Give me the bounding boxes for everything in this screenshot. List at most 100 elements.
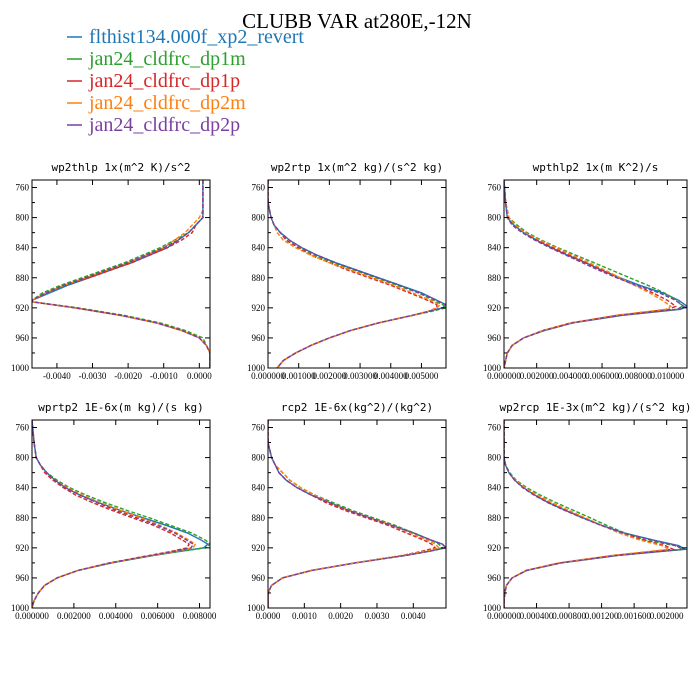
series-line xyxy=(268,420,446,608)
legend-label: jan24_cldfrc_dp1m xyxy=(88,48,246,70)
x-tick-label: 0.003000 xyxy=(343,371,377,381)
x-tick-label: 0.0030 xyxy=(365,611,390,621)
panel: wp2rcp 1E-3x(m^2 kg)/(s^2 kg) 760 800 840 88… xyxy=(483,401,692,621)
y-tick-label: 760 xyxy=(16,183,30,193)
series-line xyxy=(32,180,210,368)
panels: wp2thlp 1x(m^2 K)/s^2 760 800 840 880 920 960 1… xyxy=(11,161,692,621)
y-tick-label: 760 xyxy=(252,423,266,433)
series-group xyxy=(504,180,687,368)
series-line xyxy=(268,420,441,608)
series-line xyxy=(32,180,210,368)
x-tick-label: 0.001000 xyxy=(282,371,316,381)
x-tick-label: 0.0020 xyxy=(328,611,353,621)
plot-frame xyxy=(503,419,688,609)
y-tick-label: 920 xyxy=(488,543,502,553)
panel: wprtp2 1E-6x(m kg)/(s kg) 760 800 840 880 920… xyxy=(11,401,217,621)
y-tick-label: 800 xyxy=(252,213,266,223)
series-group xyxy=(268,180,446,368)
x-tick-label: 0.006000 xyxy=(585,371,619,381)
panel: wp2thlp 1x(m^2 K)/s^2 760 800 840 880 920 960 1… xyxy=(11,161,212,381)
x-tick-label: 0.000000 xyxy=(251,371,285,381)
x-tick-label: 0.000400 xyxy=(520,611,554,621)
plot-frame xyxy=(31,419,211,609)
y-tick-label: 800 xyxy=(16,213,30,223)
x-tick-label: 0.002000 xyxy=(520,371,554,381)
y-tick-label: 840 xyxy=(488,483,502,493)
x-tick-label: 0.000800 xyxy=(552,611,586,621)
series-line xyxy=(504,420,676,608)
y-tick-label: 880 xyxy=(488,273,502,283)
x-tick-label: 0.010000 xyxy=(651,371,685,381)
series-group xyxy=(32,420,210,608)
y-tick-label: 920 xyxy=(16,543,30,553)
legend-label: flthist134.000f_xp2_revert xyxy=(89,26,304,48)
series-line xyxy=(504,180,684,368)
y-tick-label: 840 xyxy=(252,483,266,493)
plot-frame xyxy=(503,179,688,369)
y-tick-label: 1000 xyxy=(483,363,502,373)
y-tick-label: 800 xyxy=(252,453,266,463)
series-line xyxy=(504,180,677,368)
series-line xyxy=(268,180,442,368)
legend-entry: jan24_cldfrc_dp2m xyxy=(67,92,246,114)
series-line xyxy=(268,180,446,368)
plot-frame xyxy=(267,179,447,369)
x-tick-label: 0.002000 xyxy=(313,371,347,381)
series-line xyxy=(32,180,210,368)
x-tick-label: 0.0000 xyxy=(256,611,281,621)
y-tick-label: 920 xyxy=(488,303,502,313)
y-tick-label: 1000 xyxy=(11,363,30,373)
y-tick-label: 880 xyxy=(252,513,266,523)
figure-title: CLUBB VAR at280E,-12N xyxy=(242,9,472,33)
panel-title: wp2thlp 1x(m^2 K)/s^2 xyxy=(51,161,190,174)
series-line xyxy=(504,180,672,368)
y-tick-label: 760 xyxy=(488,183,502,193)
series-line xyxy=(504,180,687,368)
series-line xyxy=(268,420,437,608)
y-tick-label: 880 xyxy=(488,513,502,523)
y-tick-label: 760 xyxy=(16,423,30,433)
x-tick-label: 0.008000 xyxy=(183,611,217,621)
x-tick-label: 0.002000 xyxy=(57,611,91,621)
x-tick-label: 0.006000 xyxy=(141,611,175,621)
y-tick-label: 920 xyxy=(16,303,30,313)
plot-frame xyxy=(267,419,447,609)
y-tick-label: 880 xyxy=(16,273,30,283)
y-tick-label: 880 xyxy=(252,273,266,283)
x-tick-label: 0.000000 xyxy=(15,611,49,621)
legend-label: jan24_cldfrc_dp2m xyxy=(88,92,246,114)
series-line xyxy=(504,420,672,608)
series-line xyxy=(32,420,195,608)
x-tick-label: -0.0020 xyxy=(114,371,142,381)
panel-title: wpthlp2 1x(m K^2)/s xyxy=(533,161,659,174)
y-tick-label: 840 xyxy=(16,483,30,493)
plot-frame xyxy=(31,179,211,369)
series-group xyxy=(32,180,210,368)
series-line xyxy=(268,180,438,368)
series-line xyxy=(268,180,446,368)
y-tick-label: 840 xyxy=(488,243,502,253)
legend-label: jan24_cldfrc_dp2p xyxy=(88,114,240,136)
series-group xyxy=(268,420,446,608)
x-tick-label: -0.0040 xyxy=(43,371,71,381)
x-tick-label: 0.002000 xyxy=(650,611,684,621)
legend-entry: flthist134.000f_xp2_revert xyxy=(67,26,304,48)
y-tick-label: 800 xyxy=(488,453,502,463)
y-tick-label: 960 xyxy=(16,573,30,583)
legend-entry: jan24_cldfrc_dp1p xyxy=(67,70,240,92)
y-tick-label: 1000 xyxy=(483,603,502,613)
panel: wpthlp2 1x(m K^2)/s 760 800 840 880 920 960 100… xyxy=(483,161,688,381)
y-tick-label: 840 xyxy=(252,243,266,253)
y-tick-label: 960 xyxy=(16,333,30,343)
panel-title: wprtp2 1E-6x(m kg)/(s kg) xyxy=(38,401,204,414)
x-tick-label: 0.0010 xyxy=(292,611,317,621)
series-line xyxy=(32,420,191,608)
series-line xyxy=(504,420,686,608)
x-tick-label: 0.000000 xyxy=(487,611,521,621)
series-group xyxy=(504,420,687,608)
legend-entry: jan24_cldfrc_dp1m xyxy=(67,48,246,70)
x-tick-label: 0.0000 xyxy=(187,371,212,381)
legend-entry: jan24_cldfrc_dp2p xyxy=(67,114,240,136)
series-line xyxy=(504,420,687,608)
